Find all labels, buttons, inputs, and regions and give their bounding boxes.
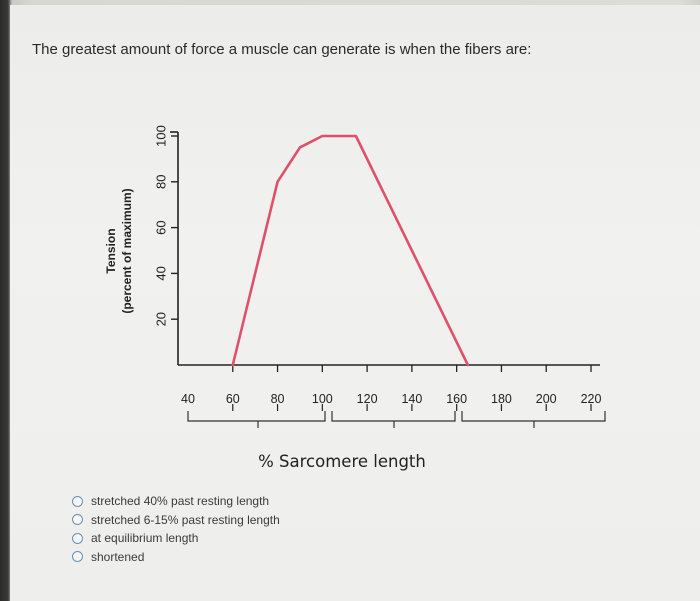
y-ticks-group: 20 40 60 80 100 (153, 125, 178, 326)
y-tick-label: 100 (153, 125, 168, 147)
option-label: stretched 6-15% past resting length (91, 512, 280, 527)
radio-button[interactable] (72, 495, 83, 507)
x-tick-label: 60 (226, 392, 240, 406)
x-tick-label: 40 (181, 392, 195, 406)
option-shortened[interactable]: shortened (72, 548, 280, 567)
question-page (10, 5, 700, 601)
answer-options: stretched 40% past resting length stretc… (72, 492, 280, 566)
option-label: stretched 40% past resting length (91, 494, 270, 509)
bracket-3 (461, 411, 606, 422)
x-tick-label: 120 (357, 392, 378, 406)
y-tick-label: 20 (153, 312, 168, 326)
x-tick-label: 200 (536, 392, 557, 406)
y-tick-label: 40 (153, 266, 168, 280)
option-stretched-40[interactable]: stretched 40% past resting length (72, 492, 280, 511)
option-equilibrium[interactable]: at equilibrium length (72, 529, 280, 548)
x-tick-label: 180 (491, 392, 512, 406)
x-tick-label: 80 (271, 392, 285, 406)
x-tick-label: 160 (446, 392, 467, 406)
question-text: The greatest amount of force a muscle ca… (32, 41, 532, 58)
bracket-2 (331, 411, 456, 422)
plot-lines-group (231, 134, 470, 367)
x-tick-label: 140 (401, 392, 422, 406)
y-tick-label: 80 (153, 175, 168, 189)
radio-button[interactable] (72, 551, 83, 563)
y-axis-title-line2: (percent of maximum) (120, 188, 134, 313)
option-stretched-6-15[interactable]: stretched 6-15% past resting length (72, 511, 280, 530)
option-label: at equilibrium length (91, 531, 199, 546)
radio-button[interactable] (72, 514, 83, 526)
radio-button[interactable] (72, 532, 83, 544)
x-tick-label: 100 (312, 392, 333, 406)
x-brackets (187, 411, 606, 428)
x-tick-label: 220 (581, 392, 602, 406)
x-axis-title: % Sarcomere length (258, 452, 426, 471)
bracket-1 (187, 411, 326, 422)
option-label: shortened (91, 549, 145, 564)
y-tick-label: 60 (153, 220, 168, 234)
tension-curve (231, 134, 470, 367)
y-axis-title-line1: Tension (104, 228, 118, 273)
x-ticks-group: 40 60 80 100 120 140 160 180 200 220 (181, 365, 601, 411)
